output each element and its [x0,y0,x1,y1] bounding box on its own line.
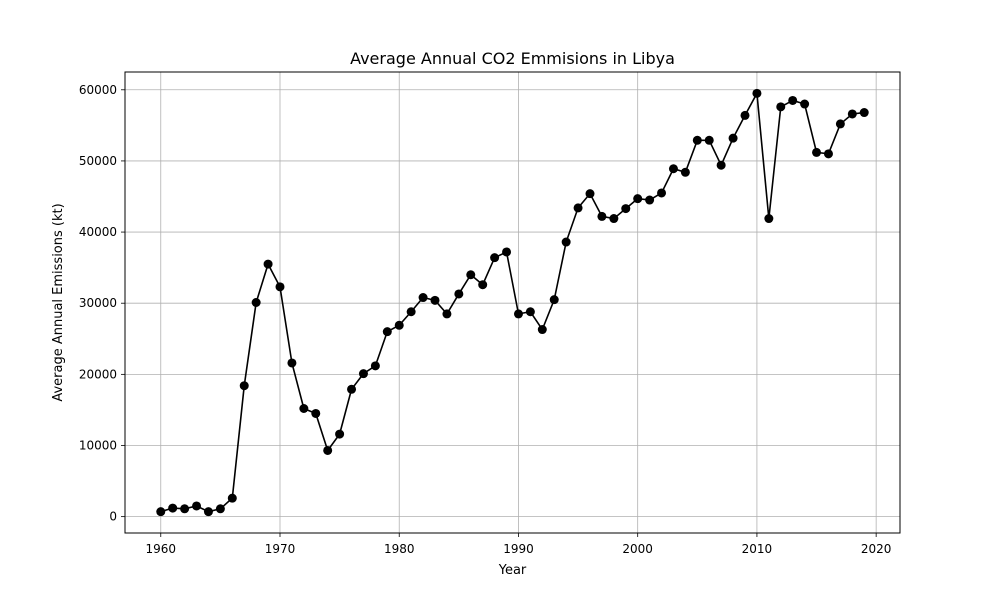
data-point [800,99,810,109]
data-point [418,293,428,303]
data-point [680,167,690,177]
data-point [323,445,333,455]
data-point [633,194,643,204]
data-point [740,110,750,120]
data-point [585,189,595,199]
y-tick-label: 20000 [79,367,117,381]
data-point [728,133,738,143]
data-point [430,295,440,305]
x-tick-label: 2020 [861,542,892,556]
data-point [370,361,380,371]
data-point [609,214,619,224]
data-point [859,108,869,118]
data-point [704,135,714,145]
data-point [442,309,452,319]
data-point [835,119,845,129]
data-point [466,270,476,280]
data-point [847,109,857,119]
data-point [454,289,464,299]
data-point [657,188,667,198]
data-point [752,88,762,98]
data-point [192,501,202,511]
data-point [645,195,655,205]
y-tick-label: 60000 [79,83,117,97]
data-point [716,160,726,170]
data-point [287,358,297,368]
data-point [251,298,261,307]
data-point [168,503,178,513]
y-tick-label: 0 [109,510,117,524]
data-point [764,214,774,224]
data-point [573,203,583,213]
data-point [358,369,368,379]
data-point [239,381,249,391]
x-axis-ticks: 1960 1970 1980 1990 2000 2010 2020 [145,533,891,556]
data-point [692,135,702,145]
data-point [812,147,822,157]
x-tick-label: 2000 [622,542,653,556]
data-point [382,327,392,337]
data-point [406,307,416,317]
data-point [788,95,798,105]
chart-title: Average Annual CO2 Emmisions in Libya [350,49,675,68]
data-point [621,204,631,214]
data-point [561,237,571,247]
x-tick-label: 1970 [265,542,296,556]
y-axis-ticks: 0 10000 20000 30000 40000 50000 60000 [79,83,125,524]
series-layer [156,88,869,517]
y-tick-label: 50000 [79,154,117,168]
data-point [311,408,321,418]
x-axis-label: Year [498,563,527,578]
y-tick-label: 40000 [79,225,117,239]
data-point [776,102,786,112]
data-point [668,164,678,174]
data-point [263,259,273,269]
data-point [227,493,237,503]
y-axis-label: Average Annual Emissions (kt) [51,203,66,401]
plot-frame [124,71,901,534]
x-tick-label: 1960 [145,542,176,556]
y-tick-label: 30000 [79,296,117,310]
data-point [394,320,404,330]
data-point [537,325,547,335]
data-point [823,149,833,159]
data-point [597,211,607,221]
grid-lines [125,72,900,533]
data-point [156,507,166,517]
data-point [513,309,523,319]
data-point [275,282,285,292]
x-tick-label: 1990 [503,542,534,556]
data-point [478,280,488,290]
y-tick-label: 10000 [79,438,117,452]
series-line [160,90,865,513]
data-point [490,253,500,263]
data-point [299,404,309,414]
data-point [549,295,559,305]
data-point [347,384,357,394]
data-point [525,307,535,317]
x-tick-label: 1980 [384,542,415,556]
x-tick-label: 2010 [742,542,773,556]
data-point [203,507,213,517]
data-point [335,429,345,439]
data-point [180,504,190,514]
data-point [502,247,512,257]
data-point [215,504,225,514]
